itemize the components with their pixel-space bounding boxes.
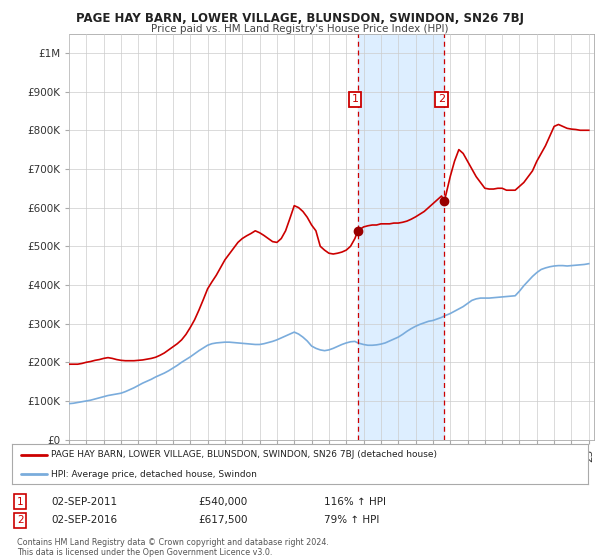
Text: This data is licensed under the Open Government Licence v3.0.: This data is licensed under the Open Gov…: [17, 548, 272, 557]
Text: 79% ↑ HPI: 79% ↑ HPI: [324, 515, 379, 525]
Text: £540,000: £540,000: [198, 497, 247, 507]
Text: PAGE HAY BARN, LOWER VILLAGE, BLUNSDON, SWINDON, SN26 7BJ: PAGE HAY BARN, LOWER VILLAGE, BLUNSDON, …: [76, 12, 524, 25]
Text: 02-SEP-2016: 02-SEP-2016: [51, 515, 117, 525]
Text: 2: 2: [17, 515, 23, 525]
Text: 2: 2: [438, 94, 445, 104]
Text: PAGE HAY BARN, LOWER VILLAGE, BLUNSDON, SWINDON, SN26 7BJ (detached house): PAGE HAY BARN, LOWER VILLAGE, BLUNSDON, …: [51, 450, 437, 459]
Text: HPI: Average price, detached house, Swindon: HPI: Average price, detached house, Swin…: [51, 470, 257, 479]
Bar: [358, 34, 445, 440]
Text: 02-SEP-2011: 02-SEP-2011: [51, 497, 117, 507]
Text: 1: 1: [352, 94, 358, 104]
Text: 1: 1: [17, 497, 23, 507]
Text: £617,500: £617,500: [198, 515, 248, 525]
Text: 116% ↑ HPI: 116% ↑ HPI: [324, 497, 386, 507]
Text: Contains HM Land Registry data © Crown copyright and database right 2024.: Contains HM Land Registry data © Crown c…: [17, 538, 329, 547]
Text: Price paid vs. HM Land Registry's House Price Index (HPI): Price paid vs. HM Land Registry's House …: [151, 24, 449, 34]
